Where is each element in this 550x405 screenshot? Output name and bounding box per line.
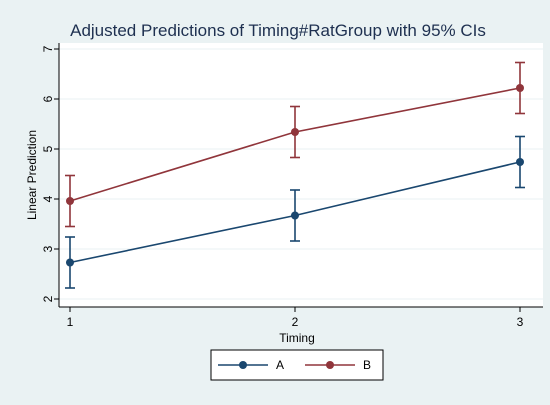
y-tick-label: 7 [41,45,55,52]
x-tick-label: 1 [67,315,74,329]
data-point [66,258,74,267]
y-tick-label: 3 [41,245,55,252]
chart-title: Adjusted Predictions of Timing#RatGroup … [70,21,486,40]
data-point [516,158,524,166]
series-layer [65,61,525,289]
x-axis: 1 2 3 [59,306,543,329]
series-A [65,135,525,289]
data-point [291,211,299,220]
x-tick-label: 3 [517,315,524,329]
data-point [291,128,299,136]
y-tick-label: 6 [41,95,55,102]
y-tick-label: 5 [41,145,55,152]
y-axis-label: Linear Prediction [25,130,39,220]
data-point [66,197,74,205]
y-tick-label: 2 [41,295,55,302]
plot-background [59,43,543,307]
legend-label: A [276,358,284,372]
legend-swatch-marker [239,361,247,369]
y-tick-label: 4 [41,195,55,202]
data-point [516,84,524,92]
series-B [65,61,525,228]
y-axis: 2 3 4 5 6 7 [41,43,60,307]
grid-lines [59,48,543,300]
legend-label: B [363,358,371,372]
x-axis-label: Timing [279,331,315,345]
legend-swatch-marker [326,361,334,369]
x-tick-label: 2 [292,315,299,329]
